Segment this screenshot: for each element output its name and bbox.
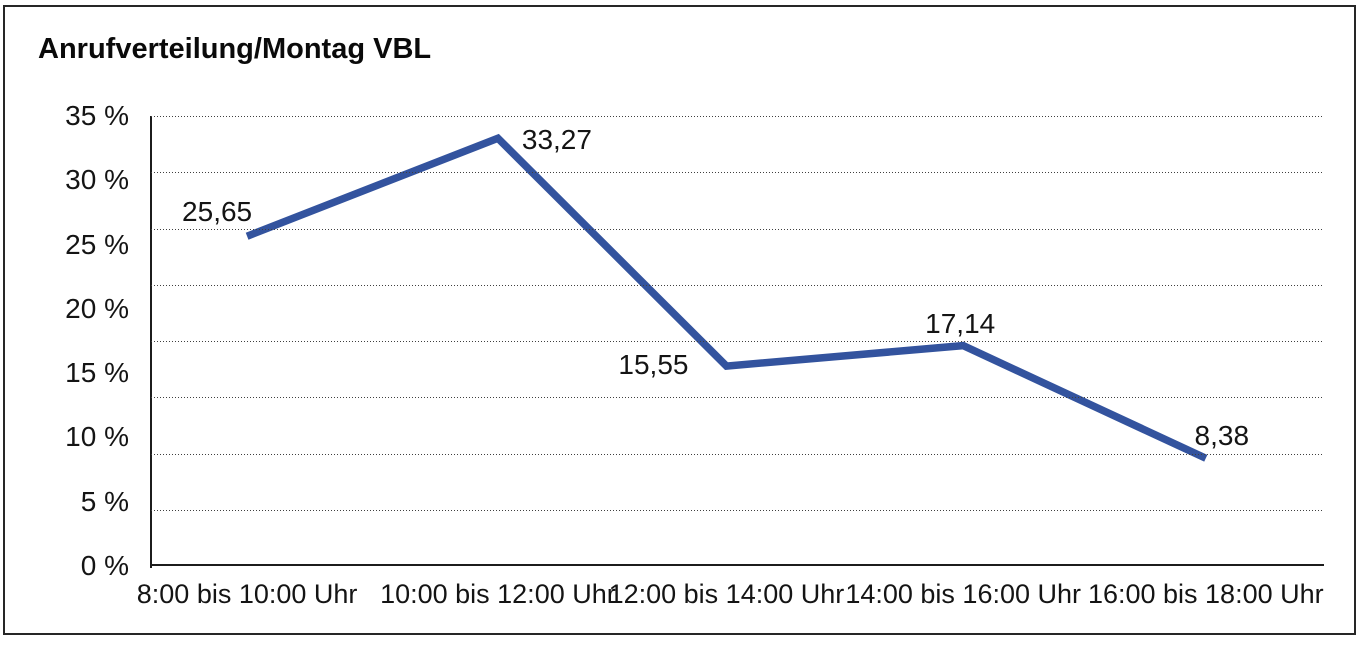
y-axis-line — [150, 116, 152, 568]
chart-title: Anrufverteilung/Montag VBL — [38, 33, 432, 65]
x-tick-label: 12:00 bis 14:00 Uhr — [608, 579, 845, 609]
gridline — [151, 509, 1323, 511]
gridline — [151, 284, 1323, 286]
y-tick-label: 5 % — [80, 485, 129, 517]
gridline — [151, 228, 1323, 230]
y-tick-label: 0 % — [80, 550, 129, 581]
data-point-label: 25,65 — [182, 196, 253, 228]
x-tick-label: 14:00 bis 16:00 Uhr — [845, 579, 1082, 609]
data-point-label: 33,27 — [521, 124, 592, 156]
x-tick-label: 10:00 bis 12:00 Uhr — [380, 579, 616, 609]
series-line-svg — [245, 133, 1208, 462]
data-point-label: 8,38 — [1194, 420, 1250, 452]
gridline — [151, 172, 1323, 174]
series-line — [245, 133, 1208, 462]
x-axis-line — [150, 564, 1324, 566]
y-tick-label: 35 % — [65, 100, 129, 131]
gridline — [151, 397, 1323, 399]
gridline — [151, 116, 1323, 117]
y-tick-label: 15 % — [65, 357, 129, 389]
y-tick-label: 20 % — [65, 292, 129, 324]
x-tick-label: 8:00 bis 10:00 Uhr — [136, 579, 358, 609]
gridline — [151, 341, 1323, 342]
y-tick-label: 10 % — [65, 421, 129, 453]
data-point-label: 17,14 — [925, 307, 996, 339]
gridline — [151, 453, 1323, 455]
data-point-label: 15,55 — [618, 349, 689, 381]
x-tick-label: 16:00 bis 18:00 Uhr — [1087, 579, 1324, 609]
y-tick-label: 30 % — [65, 164, 129, 196]
y-tick-label: 25 % — [65, 228, 129, 260]
plot-area: 35 % 30 % 25 % 20 % 15 % 10 % 5 % 0 % 8:00 bis 1… — [65, 102, 1324, 609]
